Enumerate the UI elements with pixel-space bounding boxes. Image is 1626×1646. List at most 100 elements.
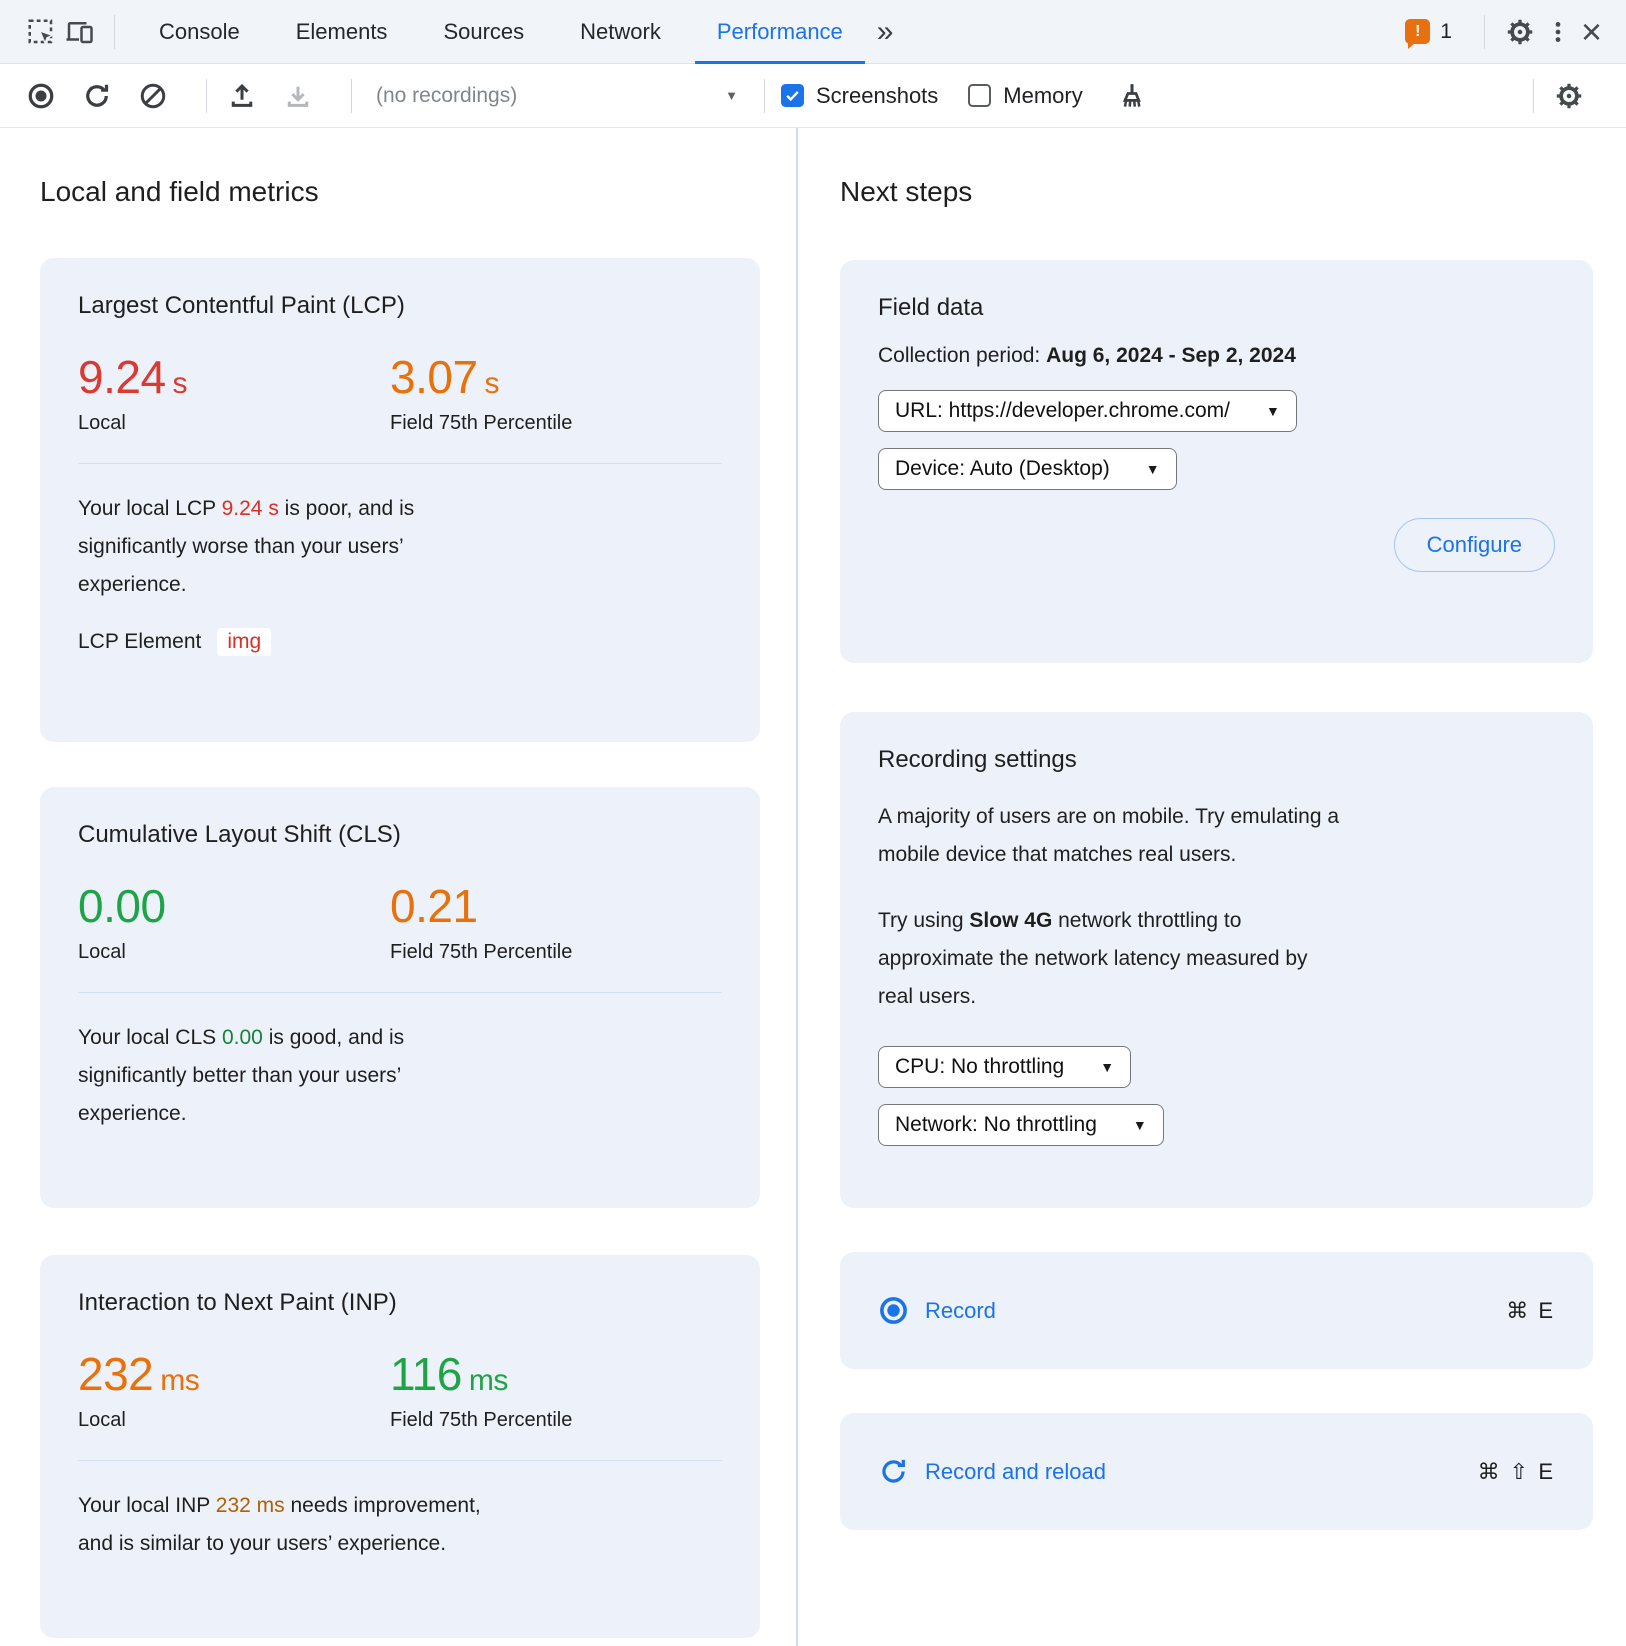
issue-count: 1 [1440, 19, 1452, 43]
url-select-value: URL: https://developer.chrome.com/ [895, 399, 1230, 422]
tab-elements[interactable]: Elements [268, 0, 416, 64]
active-tab-underline [694, 60, 865, 64]
settings-gear-icon[interactable] [1501, 13, 1539, 51]
inspect-element-icon[interactable] [22, 13, 60, 51]
issue-badge-icon: ! [1405, 19, 1431, 49]
inp-card-title: Interaction to Next Paint (INP) [78, 1289, 397, 1316]
lcp-local-label: Local [78, 412, 126, 434]
live-metrics-view: Local and field metrics Largest Contentf… [0, 128, 1626, 1646]
tab-label: Console [159, 18, 240, 44]
url-select[interactable]: URL: https://developer.chrome.com/ ▼ [878, 390, 1297, 432]
tab-label: Elements [295, 18, 388, 44]
record-reload-action-card[interactable]: Record and reload ⌘ ⇧ E [840, 1413, 1593, 1530]
tab-label: Sources [443, 18, 525, 44]
tab-label: Performance [716, 18, 843, 44]
screenshots-checkbox-group[interactable]: Screenshots [781, 83, 938, 109]
lcp-field-value: 3.07 s [390, 351, 500, 403]
record-label: Record [925, 1297, 996, 1323]
card-divider [78, 463, 722, 464]
lcp-element-row: LCP Element img [78, 628, 722, 656]
inp-inline-value: 232 ms [215, 1494, 285, 1517]
inp-local-value: 232 ms [78, 1348, 200, 1400]
inp-field-label: Field 75th Percentile [390, 1409, 573, 1431]
more-tabs-icon[interactable]: » [876, 14, 894, 48]
collection-period: Collection period: Aug 6, 2024 - Sep 2, … [878, 344, 1296, 367]
chevron-down-icon: ▼ [725, 88, 738, 103]
divider [764, 78, 765, 113]
divider [114, 14, 115, 49]
cls-local-value: 0.00 [78, 880, 166, 932]
device-select-value: Device: Auto (Desktop) [895, 457, 1110, 480]
lcp-local-value: 9.24 s [78, 351, 188, 403]
issues-counter[interactable]: ! 1 [1405, 19, 1452, 49]
cls-inline-value: 0.00 [221, 1026, 263, 1049]
three-dot-menu-icon[interactable] [1539, 13, 1577, 51]
panel-tabs: Console Elements Sources Network Perform… [131, 0, 871, 64]
chevron-down-icon: ▼ [1132, 1117, 1147, 1133]
lcp-element-tag-chip[interactable]: img [217, 628, 272, 656]
cpu-throttling-select[interactable]: CPU: No throttling ▼ [878, 1046, 1132, 1088]
tab-sources[interactable]: Sources [415, 0, 552, 64]
memory-checkbox[interactable] [968, 84, 992, 107]
divider [351, 78, 352, 113]
column-divider [796, 128, 798, 1646]
cpu-throttling-value: CPU: No throttling [895, 1055, 1065, 1078]
cls-field-value: 0.21 [390, 880, 478, 932]
network-throttling-select[interactable]: Network: No throttling ▼ [878, 1104, 1164, 1146]
network-throttling-value: Network: No throttling [895, 1113, 1097, 1136]
record-icon[interactable] [22, 77, 60, 115]
download-profile-icon[interactable] [279, 77, 317, 115]
network-throttling-tip: Try using Slow 4G network throttling to … [878, 909, 1308, 1008]
chevron-down-icon: ▼ [1266, 403, 1280, 419]
recording-settings-card: Recording settings A majority of users a… [840, 712, 1593, 1208]
record-reload-shortcut: ⌘ ⇧ E [1477, 1458, 1555, 1484]
lcp-inline-value: 9.24 s [221, 497, 279, 520]
tab-network[interactable]: Network [552, 0, 689, 64]
inp-field-value: 116 ms [390, 1348, 508, 1400]
reload-icon [878, 1456, 909, 1487]
clear-icon[interactable] [134, 77, 172, 115]
record-icon [878, 1295, 909, 1326]
inp-card: Interaction to Next Paint (INP) 232 ms Lo… [40, 1255, 760, 1638]
close-icon[interactable]: × [1580, 10, 1602, 52]
record-action-card[interactable]: Record ⌘ E [840, 1252, 1593, 1369]
card-divider [78, 992, 722, 993]
lcp-card: Largest Contentful Paint (LCP) 9.24 s Loc… [40, 258, 760, 742]
divider [1483, 14, 1485, 49]
tab-performance[interactable]: Performance [689, 0, 871, 64]
recordings-dropdown[interactable]: (no recordings) ▼ [368, 76, 748, 116]
cls-card-title: Cumulative Layout Shift (CLS) [78, 821, 401, 848]
garbage-collect-broom-icon[interactable] [1113, 77, 1151, 115]
mobile-emulation-tip: A majority of users are on mobile. Try e… [878, 805, 1340, 866]
cls-field-label: Field 75th Percentile [390, 941, 573, 963]
recording-settings-title: Recording settings [878, 746, 1077, 773]
field-data-card: Field data Collection period: Aug 6, 202… [840, 260, 1593, 663]
screenshots-checkbox[interactable] [781, 84, 804, 107]
record-reload-label: Record and reload [925, 1458, 1107, 1484]
cls-local-label: Local [78, 941, 126, 963]
device-toolbar-icon[interactable] [60, 13, 98, 51]
local-field-metrics-heading: Local and field metrics [40, 176, 319, 207]
performance-toolbar: (no recordings) ▼ Screenshots Memory [0, 64, 1626, 128]
card-divider [78, 1460, 722, 1461]
upload-profile-icon[interactable] [223, 77, 261, 115]
cls-card: Cumulative Layout Shift (CLS) 0.00 Local… [40, 787, 760, 1208]
lcp-card-title: Largest Contentful Paint (LCP) [78, 292, 405, 319]
memory-checkbox-group[interactable]: Memory [968, 82, 1083, 109]
divider [206, 78, 207, 113]
lcp-message: Your local LCP 9.24 s is poor, and is si… [78, 497, 415, 596]
memory-label: Memory [1003, 82, 1083, 108]
recordings-dropdown-value: (no recordings) [376, 83, 518, 107]
configure-button[interactable]: Configure [1393, 518, 1555, 572]
tab-console[interactable]: Console [131, 0, 268, 64]
inp-message: Your local INP 232 ms needs improvement,… [78, 1494, 481, 1555]
divider [1533, 78, 1534, 113]
chevron-down-icon: ▼ [1100, 1059, 1115, 1075]
device-select[interactable]: Device: Auto (Desktop) ▼ [878, 448, 1177, 490]
chevron-down-icon: ▼ [1145, 461, 1160, 477]
record-and-reload-icon[interactable] [78, 77, 116, 115]
lcp-field-label: Field 75th Percentile [390, 412, 573, 434]
cls-message: Your local CLS 0.00 is good, and is sign… [78, 1026, 405, 1125]
capture-settings-gear-icon[interactable] [1550, 77, 1588, 115]
devtools-tabbar: Console Elements Sources Network Perform… [0, 0, 1626, 64]
